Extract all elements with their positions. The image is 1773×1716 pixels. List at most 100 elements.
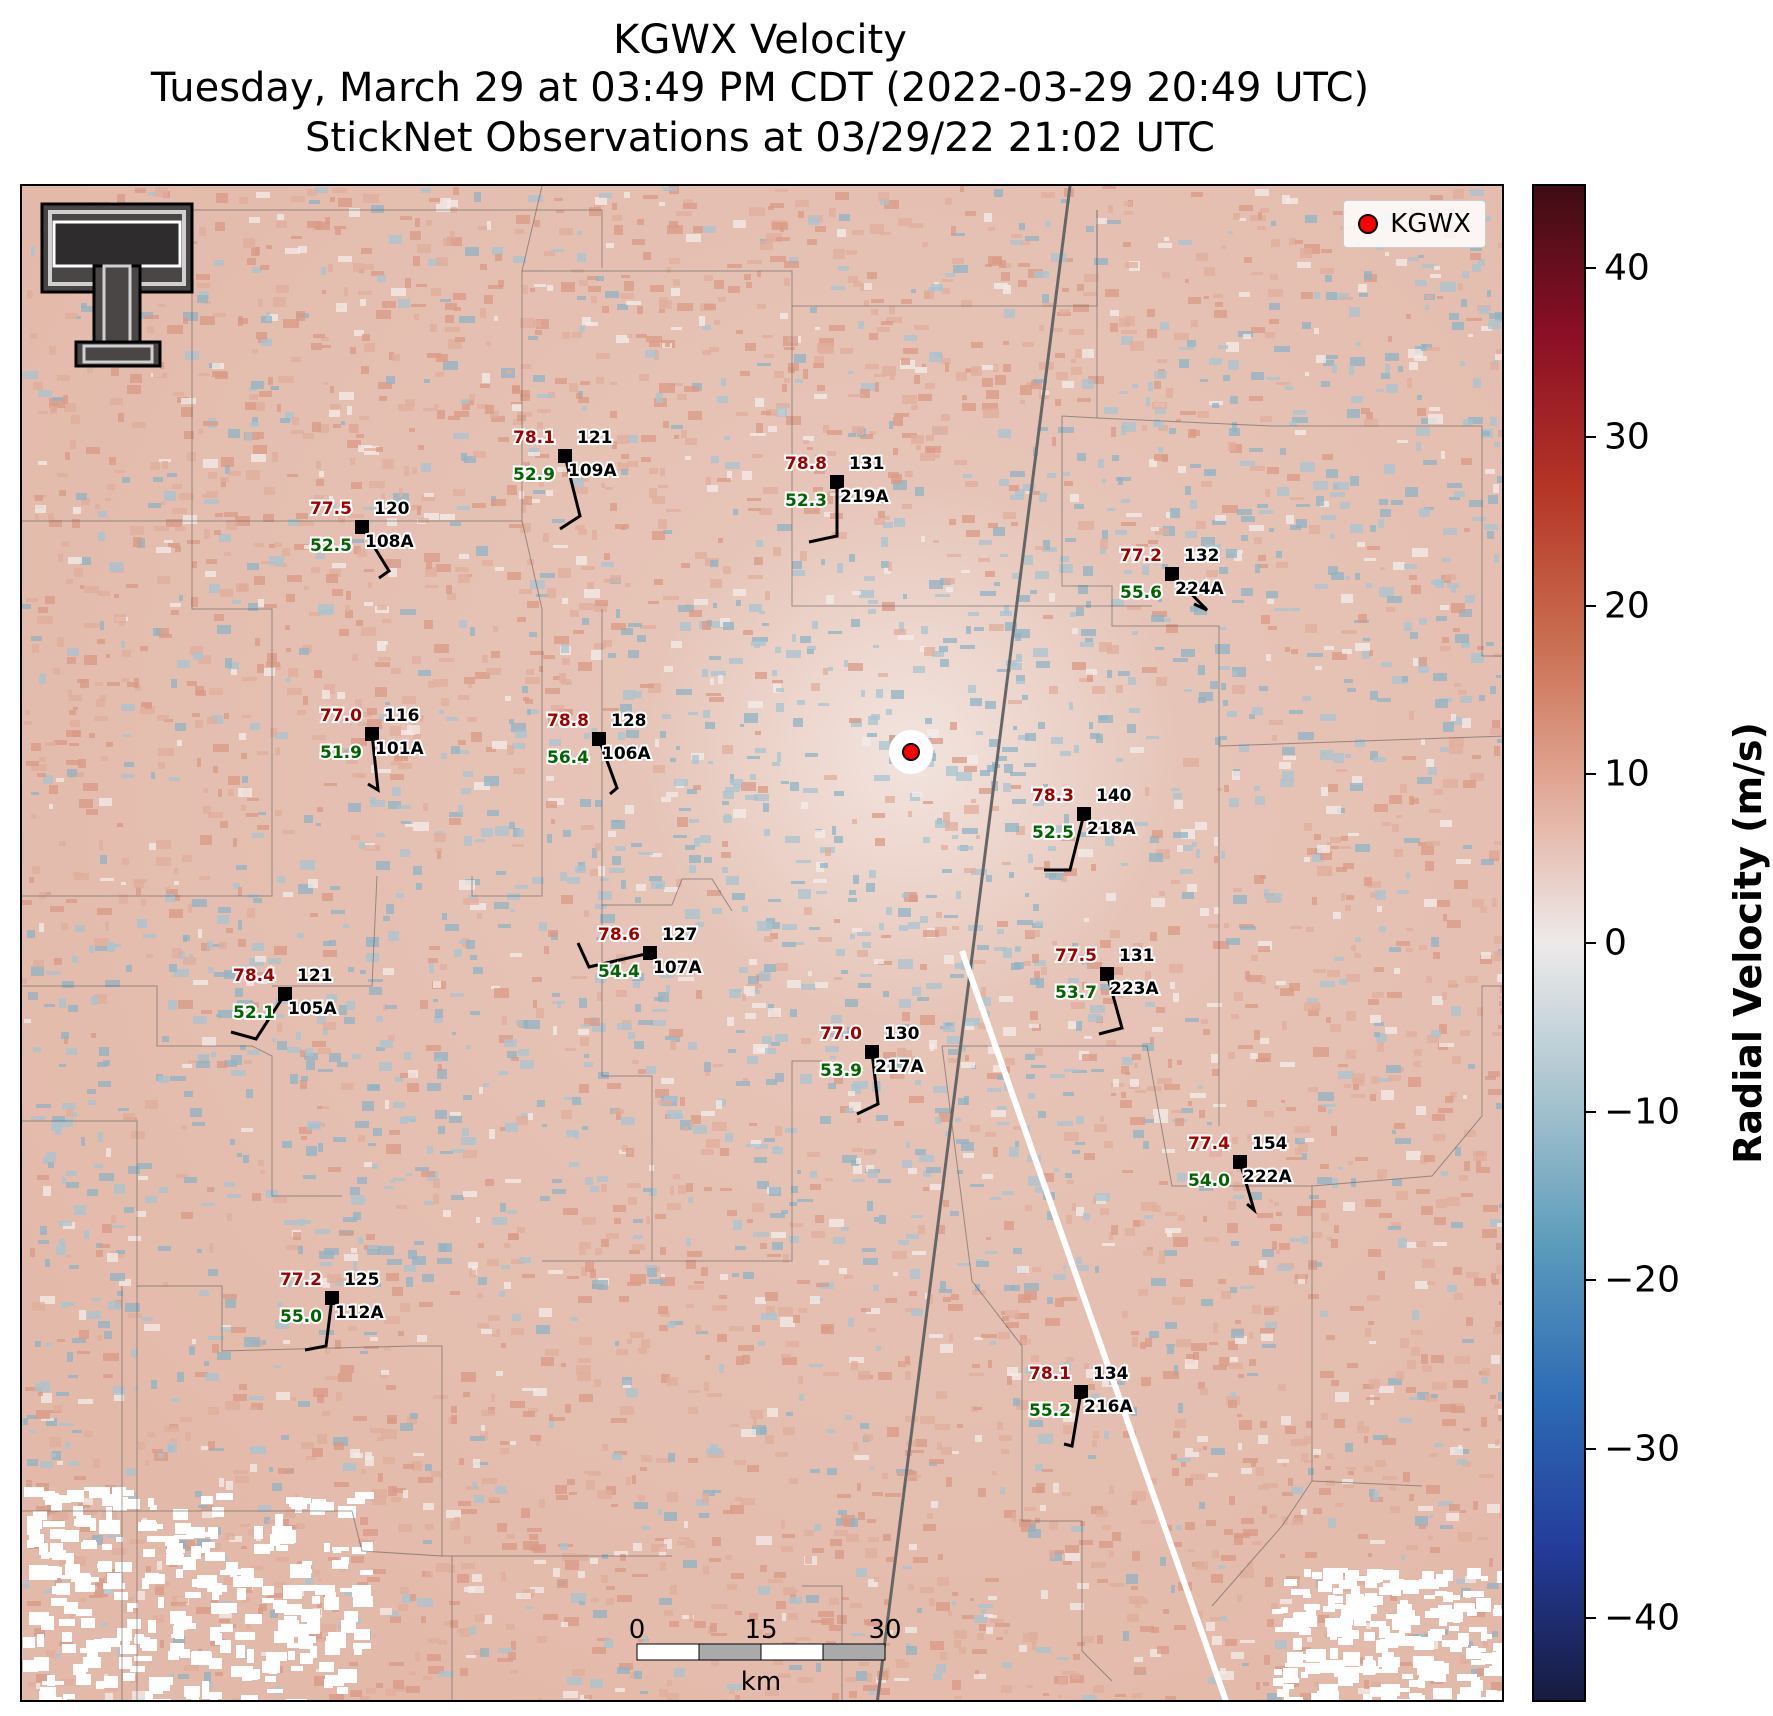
colorbar-tick-label: −10 [1604,1091,1680,1133]
station-temperature: 77.0 [320,706,362,726]
station-wind-direction: 154 [1252,1134,1288,1154]
colorbar-tick [1586,773,1596,776]
wind-barb [808,482,839,544]
station-temperature: 77.2 [1120,546,1162,566]
county-line-diagonal [875,186,1072,1700]
wind-barb [304,1297,334,1352]
station-marker [1165,567,1179,581]
station-marker [278,987,292,1001]
station-marker [1100,967,1114,981]
station-marker [830,475,844,489]
wind-barb [360,526,392,580]
wind-barb [856,1051,880,1116]
station-dewpoint: 52.5 [1032,823,1074,843]
station-marker [1074,1385,1088,1399]
station-id: 217A [875,1057,924,1077]
station-id: 112A [335,1303,384,1323]
wind-barb [1238,1161,1257,1215]
title-line-1: KGWX Velocity [613,17,907,63]
colorbar-tick [1586,1279,1596,1282]
station-106a[interactable]: 78.8 128 56.4 106A [545,709,653,796]
station-dewpoint: 52.1 [233,1003,275,1023]
station-dewpoint: 53.9 [820,1061,862,1081]
station-temperature: 77.4 [1188,1134,1230,1154]
station-temperature: 77.2 [280,1270,322,1290]
wind-barb [230,993,287,1041]
station-217a[interactable]: 77.0 130 53.9 217A [818,1022,926,1116]
station-wind-direction: 132 [1184,546,1220,566]
station-wind-direction: 131 [1119,946,1155,966]
scale-label-0: 0 [629,1615,646,1645]
station-dewpoint: 56.4 [547,748,589,768]
station-temperature: 77.0 [820,1024,862,1044]
station-wind-direction: 130 [884,1024,920,1044]
texas-tech-logo [40,202,194,368]
wind-barb [1098,973,1124,1036]
station-dewpoint: 52.3 [785,491,827,511]
radar-map[interactable]: 77.5 120 52.5 108A 78.1 121 52.9 109A 78.8 131 52.… [20,184,1504,1702]
county-boundaries [22,186,1502,1700]
station-wind-direction: 121 [577,428,613,448]
scale-unit: km [741,1667,781,1697]
wind-barb [1170,572,1209,612]
station-marker [865,1045,879,1059]
scale-bar: 0 15 30 km [629,1615,902,1697]
station-109a[interactable]: 78.1 121 52.9 109A [511,426,619,531]
station-dewpoint: 55.0 [280,1307,322,1327]
station-marker [592,732,606,746]
station-108a[interactable]: 77.5 120 52.5 108A [308,497,416,580]
station-dewpoint: 54.0 [1188,1171,1230,1191]
station-id: 222A [1243,1167,1292,1187]
station-wind-direction: 134 [1093,1364,1129,1384]
station-222a[interactable]: 77.4 154 54.0 222A [1186,1132,1294,1215]
colorbar-tick-label: 0 [1604,922,1627,964]
station-105a[interactable]: 78.4 121 52.1 105A [230,964,339,1041]
colorbar-tick [1586,436,1596,438]
station-temperature: 78.8 [785,454,827,474]
station-marker [365,727,379,741]
legend-label: KGWX [1390,209,1471,239]
colorbar-tick-label: −20 [1604,1259,1680,1301]
title-line-2: Tuesday, March 29 at 03:49 PM CDT (2022-… [150,65,1370,111]
station-dewpoint: 54.4 [598,962,640,982]
kgwx-radar-site[interactable] [889,730,933,774]
radar-beam-blockage [959,950,1229,1700]
map-canvas: 77.5 120 52.5 108A 78.1 121 52.9 109A 78.8 131 52.… [22,186,1502,1700]
station-224a[interactable]: 77.2 132 55.6 224A [1118,544,1226,612]
station-temperature: 78.1 [1029,1364,1071,1384]
wind-barb [1063,1391,1083,1448]
station-temperature: 78.6 [598,925,640,945]
wind-barb [576,942,651,969]
station-107a[interactable]: 78.6 127 54.4 107A [576,923,704,984]
wind-barb [597,738,619,796]
title-line-3: StickNet Observations at 03/29/22 21:02 … [305,115,1215,161]
station-dewpoint: 52.9 [513,465,555,485]
colorbar-tick [1586,1616,1596,1619]
colorbar-tick [1586,604,1596,607]
station-temperature: 78.3 [1032,786,1074,806]
station-marker [643,946,657,960]
station-216a[interactable]: 78.1 134 55.2 216A [1027,1362,1135,1448]
wind-barb [1044,813,1086,872]
station-marker [325,1291,339,1305]
wind-barb [559,455,582,531]
station-219a[interactable]: 78.8 131 52.3 219A [783,452,891,544]
station-temperature: 78.1 [513,428,555,448]
station-218a[interactable]: 78.3 140 52.5 218A [1030,784,1138,872]
station-marker [1077,807,1091,821]
station-112a[interactable]: 77.2 125 55.0 112A [278,1268,386,1352]
colorbar-tick-label: 30 [1604,416,1650,458]
station-223a[interactable]: 77.5 131 53.7 223A [1053,944,1161,1036]
colorbar-tick-label: −30 [1604,1428,1680,1470]
colorbar-tick [1586,267,1596,270]
station-101a[interactable]: 77.0 116 51.9 101A [318,704,426,793]
map-legend: KGWX [1343,200,1486,248]
station-temperature: 78.8 [547,711,589,731]
station-id: 223A [1110,979,1159,999]
station-id: 109A [568,461,617,481]
station-dewpoint: 55.6 [1120,583,1162,603]
colorbar-tick [1586,942,1596,944]
station-wind-direction: 116 [384,706,420,726]
station-marker [355,520,369,534]
colorbar-tick-label: 20 [1604,585,1650,627]
